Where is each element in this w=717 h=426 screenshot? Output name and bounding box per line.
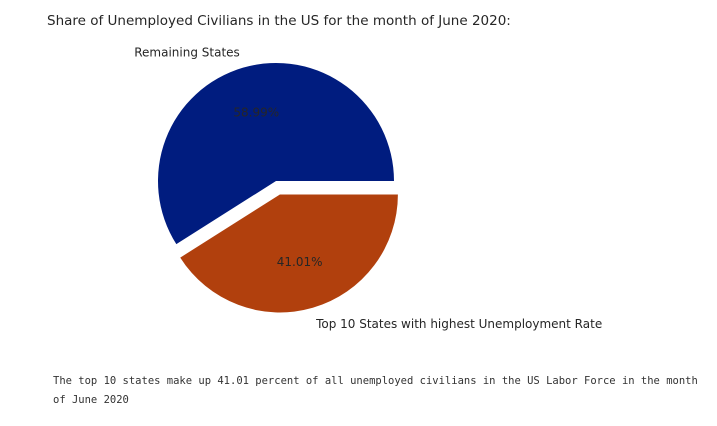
slice-label-remaining-states: Remaining States	[134, 45, 240, 59]
output-text: The top 10 states make up 41.01 percent …	[53, 375, 698, 406]
pct-label-remaining-states: 58.99%	[233, 106, 279, 120]
pct-label-top-10-states: 41.01%	[277, 255, 323, 269]
chart-title: Share of Unemployed Civilians in the US …	[47, 13, 511, 29]
slice-label-top-10-states: Top 10 States with highest Unemployment …	[315, 317, 602, 331]
slice-top-10-states	[180, 194, 398, 313]
slice-remaining-states	[157, 63, 394, 245]
